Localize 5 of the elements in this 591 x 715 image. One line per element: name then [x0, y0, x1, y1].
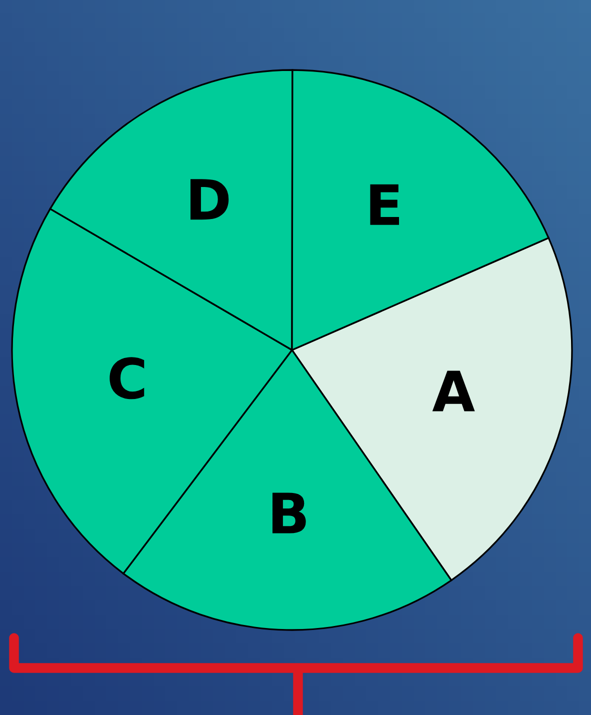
slice-label: B: [272, 492, 306, 534]
slice-label: A: [432, 370, 475, 412]
slice-label: D: [190, 179, 229, 220]
slice-label: C: [110, 357, 144, 400]
slice-label: E: [370, 184, 400, 225]
